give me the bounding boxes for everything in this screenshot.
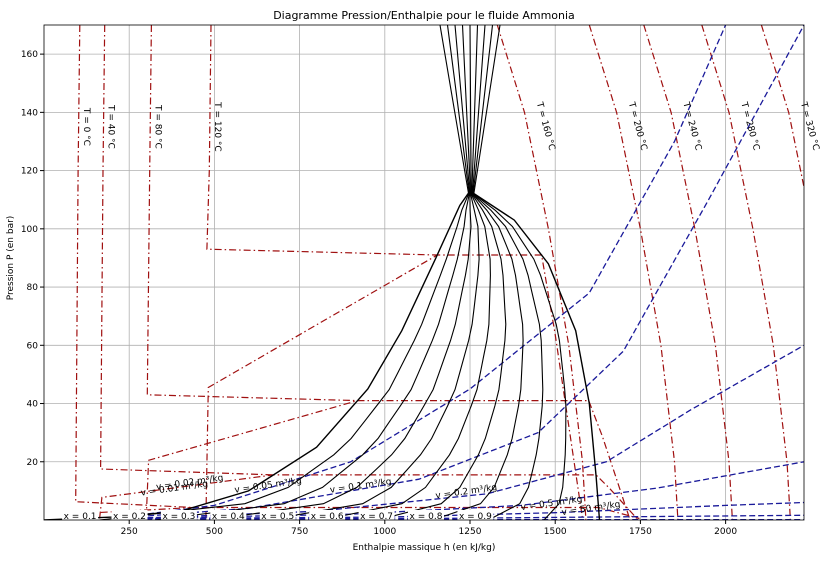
quality-line (99, 25, 470, 520)
isotherm-line (205, 254, 584, 519)
y-tick-label: 20 (27, 458, 39, 468)
isotherm-line (588, 25, 679, 520)
quality-line (473, 25, 567, 520)
quality-line (266, 25, 480, 520)
quality-label-bg (259, 510, 296, 521)
isotherm-line (146, 25, 358, 402)
isotherm-line (75, 25, 194, 509)
x-tick-label: 1500 (544, 527, 567, 537)
quality-label-bg (160, 510, 197, 521)
isotherm-line (496, 25, 587, 520)
quality-label: x = 0.2 (113, 512, 146, 522)
saturation-dome (44, 190, 601, 520)
y-tick-label: 80 (27, 283, 39, 293)
isotherm-label: T = 40 °C (106, 104, 116, 149)
y-axis-label: Pression P (en bar) (6, 216, 16, 301)
isotherm-line (99, 474, 638, 519)
quality-line (321, 25, 491, 520)
quality-label: x = 0.5 (261, 512, 294, 522)
isotherm-line (206, 25, 438, 256)
quality-label-bg (111, 510, 148, 521)
isotherm-label: T = 120 °C (212, 101, 222, 152)
isotherm-label: T = 80 °C (152, 104, 162, 149)
quality-label: x = 0.9 (459, 512, 492, 522)
quality-label-bg (309, 510, 346, 521)
quality-label: x = 0.7 (360, 512, 393, 522)
isotherm-line (701, 25, 791, 520)
y-tick-label: 100 (21, 225, 38, 235)
isotherm-line (99, 25, 274, 476)
x-tick-label: 500 (206, 527, 223, 537)
isotherm-label: T = 0 °C (81, 107, 91, 146)
quality-label: x = 0.8 (410, 512, 443, 522)
isotherm-line (643, 25, 733, 520)
chart-title: Diagramme Pression/Enthalpie pour le flu… (273, 9, 575, 22)
x-tick-label: 1750 (629, 527, 652, 537)
x-tick-label: 1250 (459, 527, 482, 537)
y-tick-label: 60 (27, 341, 39, 351)
x-tick-label: 2000 (714, 527, 737, 537)
quality-label-bg (62, 510, 99, 521)
quality-label: x = 0.1 (64, 512, 97, 522)
quality-label: x = 0.4 (212, 512, 245, 522)
isochore-line (146, 501, 804, 520)
quality-label-bg (210, 510, 247, 521)
isochore-line (112, 25, 727, 520)
isotherm-line (145, 400, 631, 519)
x-tick-label: 750 (291, 527, 308, 537)
quality-line (432, 25, 524, 520)
quality-label: x = 0.6 (311, 512, 344, 522)
y-tick-label: 40 (27, 400, 39, 410)
isochore-line (146, 514, 804, 520)
quality-line (472, 25, 544, 520)
quality-label-bg (358, 510, 395, 521)
quality-line (210, 25, 472, 520)
x-axis-label: Enthalpie massique h (en kJ/kg) (353, 543, 496, 553)
x-tick-label: 1000 (373, 527, 396, 537)
isotherm-line (760, 25, 804, 191)
quality-line (377, 25, 507, 520)
x-tick-label: 250 (121, 527, 138, 537)
y-tick-label: 160 (21, 50, 38, 60)
y-tick-label: 120 (21, 167, 38, 177)
plot-frame (43, 24, 805, 521)
quality-label-bg (457, 510, 494, 521)
quality-label-bg (408, 510, 444, 521)
quality-line (155, 25, 470, 520)
quality-label: x = 0.3 (162, 512, 195, 522)
y-tick-label: 140 (21, 108, 38, 118)
